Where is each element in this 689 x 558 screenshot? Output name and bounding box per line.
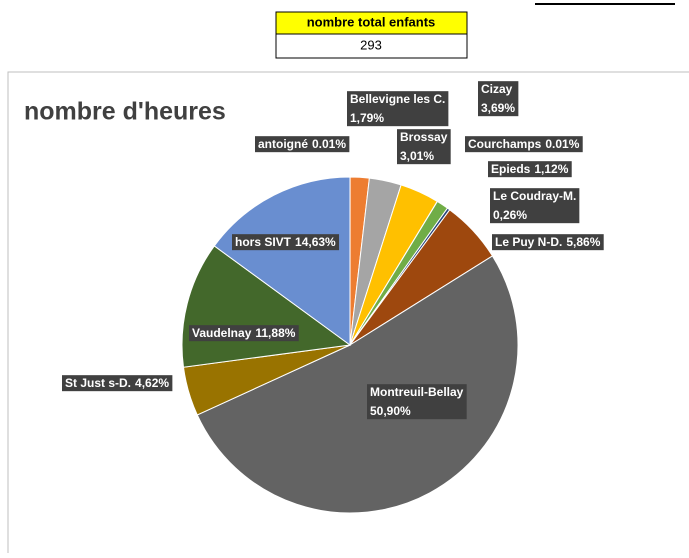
data-label: St Just s-D. 4,62% bbox=[62, 375, 172, 391]
label-name: antoigné bbox=[258, 137, 308, 151]
data-label: Brossay 3,01% bbox=[397, 129, 451, 164]
data-label: Cizay 3,69% bbox=[478, 81, 518, 116]
label-value: 4,62% bbox=[135, 376, 169, 390]
label-name: Le Coudray-M. bbox=[493, 189, 576, 203]
table-value: 293 bbox=[360, 37, 382, 52]
label-name: Epieds bbox=[491, 162, 531, 176]
label-text: Le Puy N-D. 5,86% bbox=[495, 235, 601, 249]
label-value: 3,01% bbox=[400, 149, 434, 163]
label-name: Le Puy N-D. bbox=[495, 235, 562, 249]
data-label: Montreuil-Bellay 50,90% bbox=[367, 384, 467, 419]
label-text: St Just s-D. 4,62% bbox=[65, 376, 169, 390]
label-value: 0,26% bbox=[493, 208, 527, 222]
data-label: Le Coudray-M. 0,26% bbox=[490, 188, 579, 223]
label-value: 1,12% bbox=[534, 162, 568, 176]
label-name: Brossay bbox=[400, 130, 448, 144]
pie bbox=[182, 177, 518, 513]
data-label: antoigné 0.01% bbox=[255, 136, 349, 152]
label-text: antoigné 0.01% bbox=[258, 137, 346, 151]
label-value: 3,69% bbox=[481, 101, 515, 115]
label-value: 1,79% bbox=[350, 111, 384, 125]
table-header: nombre total enfants bbox=[307, 14, 436, 29]
label-name: hors SIVT bbox=[235, 235, 292, 249]
label-value: 14,63% bbox=[295, 235, 336, 249]
label-name: Bellevigne les C. bbox=[350, 92, 445, 106]
label-value: 0.01% bbox=[545, 137, 579, 151]
label-name: St Just s-D. bbox=[65, 376, 131, 390]
label-value: 50,90% bbox=[370, 404, 411, 418]
label-name: Cizay bbox=[481, 82, 513, 96]
data-label: Le Puy N-D. 5,86% bbox=[492, 234, 604, 250]
label-name: Vaudelnay bbox=[192, 326, 252, 340]
data-label: Bellevigne les C. 1,79% bbox=[347, 91, 448, 126]
label-value: 5,86% bbox=[566, 235, 600, 249]
label-name: Montreuil-Bellay bbox=[370, 385, 464, 399]
label-name: Courchamps bbox=[468, 137, 542, 151]
label-value: 11,88% bbox=[255, 326, 295, 340]
label-value: 0.01% bbox=[312, 137, 346, 151]
chart-title: nombre d'heures bbox=[24, 98, 226, 126]
